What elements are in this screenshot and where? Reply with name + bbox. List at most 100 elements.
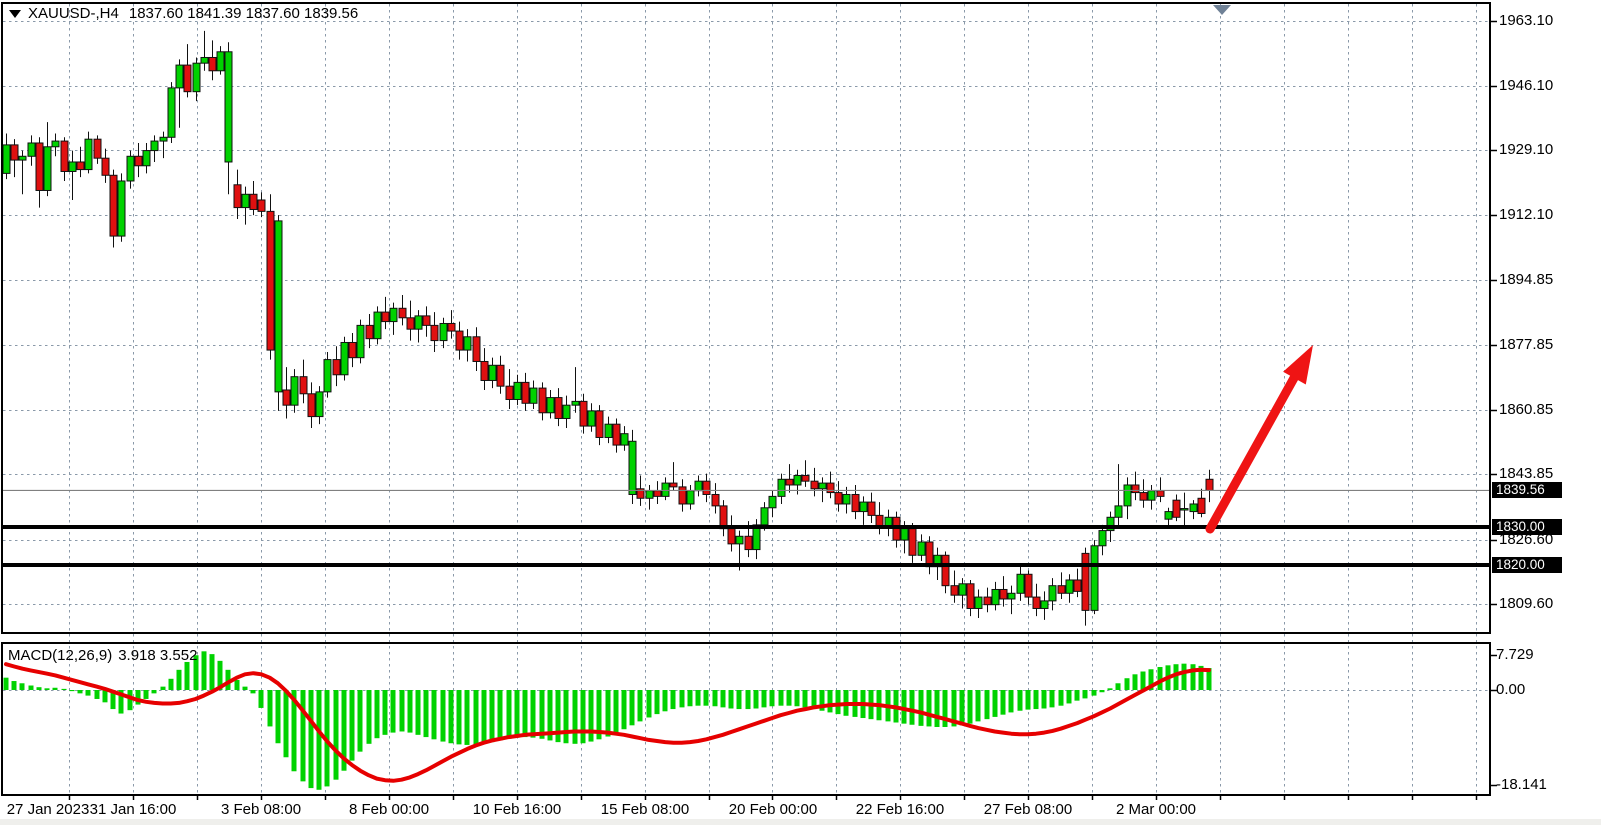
candle-body [373, 311, 382, 340]
macd-histogram-bar [36, 687, 42, 690]
candle-body [546, 397, 555, 414]
price-axis-label: 1894.85 [1499, 271, 1554, 289]
macd-histogram-bar [679, 690, 685, 708]
macd-histogram-bar [580, 690, 586, 744]
candle-body [1032, 596, 1041, 609]
candle-body [430, 324, 439, 342]
macd-histogram-bar [300, 690, 306, 782]
candle-body [777, 478, 786, 497]
candle-body [299, 376, 308, 395]
macd-histogram-bar [835, 690, 841, 715]
candle-body [307, 393, 316, 418]
macd-histogram-bar [530, 690, 536, 738]
candle-body [612, 423, 621, 446]
candle-body [27, 142, 36, 157]
candle-body [636, 488, 645, 499]
candle-body [249, 193, 258, 210]
candle-body [801, 474, 810, 482]
macd-histogram-bar [366, 690, 372, 744]
macd-histogram-bar [811, 690, 817, 710]
candle-body [18, 155, 27, 161]
macd-histogram-bar [1041, 690, 1047, 709]
price-axis-label: 1843.85 [1499, 465, 1554, 483]
candle-body [150, 140, 159, 152]
macd-histogram-bar [69, 690, 75, 692]
candle-body [669, 482, 678, 488]
macd-histogram-bar [267, 690, 273, 727]
candle-body [1090, 545, 1099, 611]
price-badge: 1839.56 [1492, 482, 1562, 498]
macd-histogram-bar [250, 690, 256, 694]
macd-histogram-bar [975, 690, 981, 722]
candle-body [455, 330, 464, 351]
macd-histogram-bar [918, 690, 924, 726]
macd-histogram-bar [514, 690, 520, 738]
candle-body [340, 341, 349, 376]
trend-arrow-head [1283, 345, 1313, 385]
macd-histogram-bar [539, 690, 545, 739]
macd-histogram-bar [1157, 667, 1163, 690]
candle-body [867, 501, 876, 516]
candle-body [579, 400, 588, 427]
time-axis-label: 3 Feb 08:00 [220, 801, 302, 818]
candle-body [356, 324, 365, 359]
candle-body [496, 364, 505, 387]
candle-body [348, 341, 357, 359]
candle-body [810, 480, 819, 490]
candle-body [744, 535, 753, 551]
macd-histogram-bar [415, 690, 421, 735]
candle-body [233, 184, 242, 209]
time-axis-label: 15 Feb 08:00 [600, 801, 690, 818]
candle-body [1131, 484, 1140, 494]
candle-body [1081, 552, 1090, 611]
macd-histogram-bar [225, 669, 231, 690]
candle-body [422, 315, 431, 326]
macd-axis-label: 7.729 [1496, 646, 1534, 663]
macd-histogram-bar [1082, 690, 1088, 699]
chart-shift-marker-icon[interactable] [1213, 5, 1231, 15]
candle-body [109, 174, 118, 237]
macd-histogram-bar [423, 690, 429, 738]
candle-body [1016, 573, 1025, 594]
candle-body [1048, 585, 1057, 602]
candle-body [529, 387, 538, 404]
candle-body [117, 180, 126, 237]
candle-body [1123, 484, 1132, 507]
macd-values-label: 3.918 3.552 [118, 647, 198, 664]
candle-body [702, 480, 711, 495]
macd-histogram-bar [1132, 674, 1138, 690]
candle-body [620, 433, 629, 446]
macd-histogram-bar [926, 690, 932, 727]
candle-body [900, 528, 909, 541]
macd-histogram-bar [349, 690, 355, 761]
macd-histogram-bar [959, 690, 965, 726]
candle-body [315, 391, 324, 418]
macd-histogram-bar [431, 690, 437, 740]
macd-histogram-bar [374, 690, 380, 739]
price-axis-label: 1963.10 [1499, 12, 1554, 29]
macd-histogram-bar [118, 690, 124, 714]
candle-body [101, 157, 110, 176]
macd-histogram-bar [646, 690, 652, 718]
macd-histogram-bar [1049, 690, 1055, 708]
macd-histogram-bar [555, 690, 561, 743]
candle-body [1139, 492, 1148, 501]
candle-body [183, 64, 192, 93]
candle-body [1147, 490, 1156, 501]
macd-axis-label: -18.141 [1496, 776, 1547, 793]
price-axis-label: 1877.85 [1499, 335, 1554, 353]
candle-body [159, 136, 168, 142]
candle-body [332, 359, 341, 376]
symbol-dropdown-icon [9, 10, 21, 19]
macd-histogram-bar [110, 690, 116, 710]
macd-histogram-bar [94, 690, 100, 699]
candle-body [257, 199, 266, 212]
macd-histogram-bar [464, 690, 470, 745]
candle-body [274, 220, 283, 393]
candle-body [653, 490, 662, 497]
candle-body [842, 493, 851, 505]
price-axis-label: 1912.10 [1499, 205, 1554, 223]
macd-histogram-bar [1099, 690, 1105, 693]
macd-histogram-bar [786, 690, 792, 706]
